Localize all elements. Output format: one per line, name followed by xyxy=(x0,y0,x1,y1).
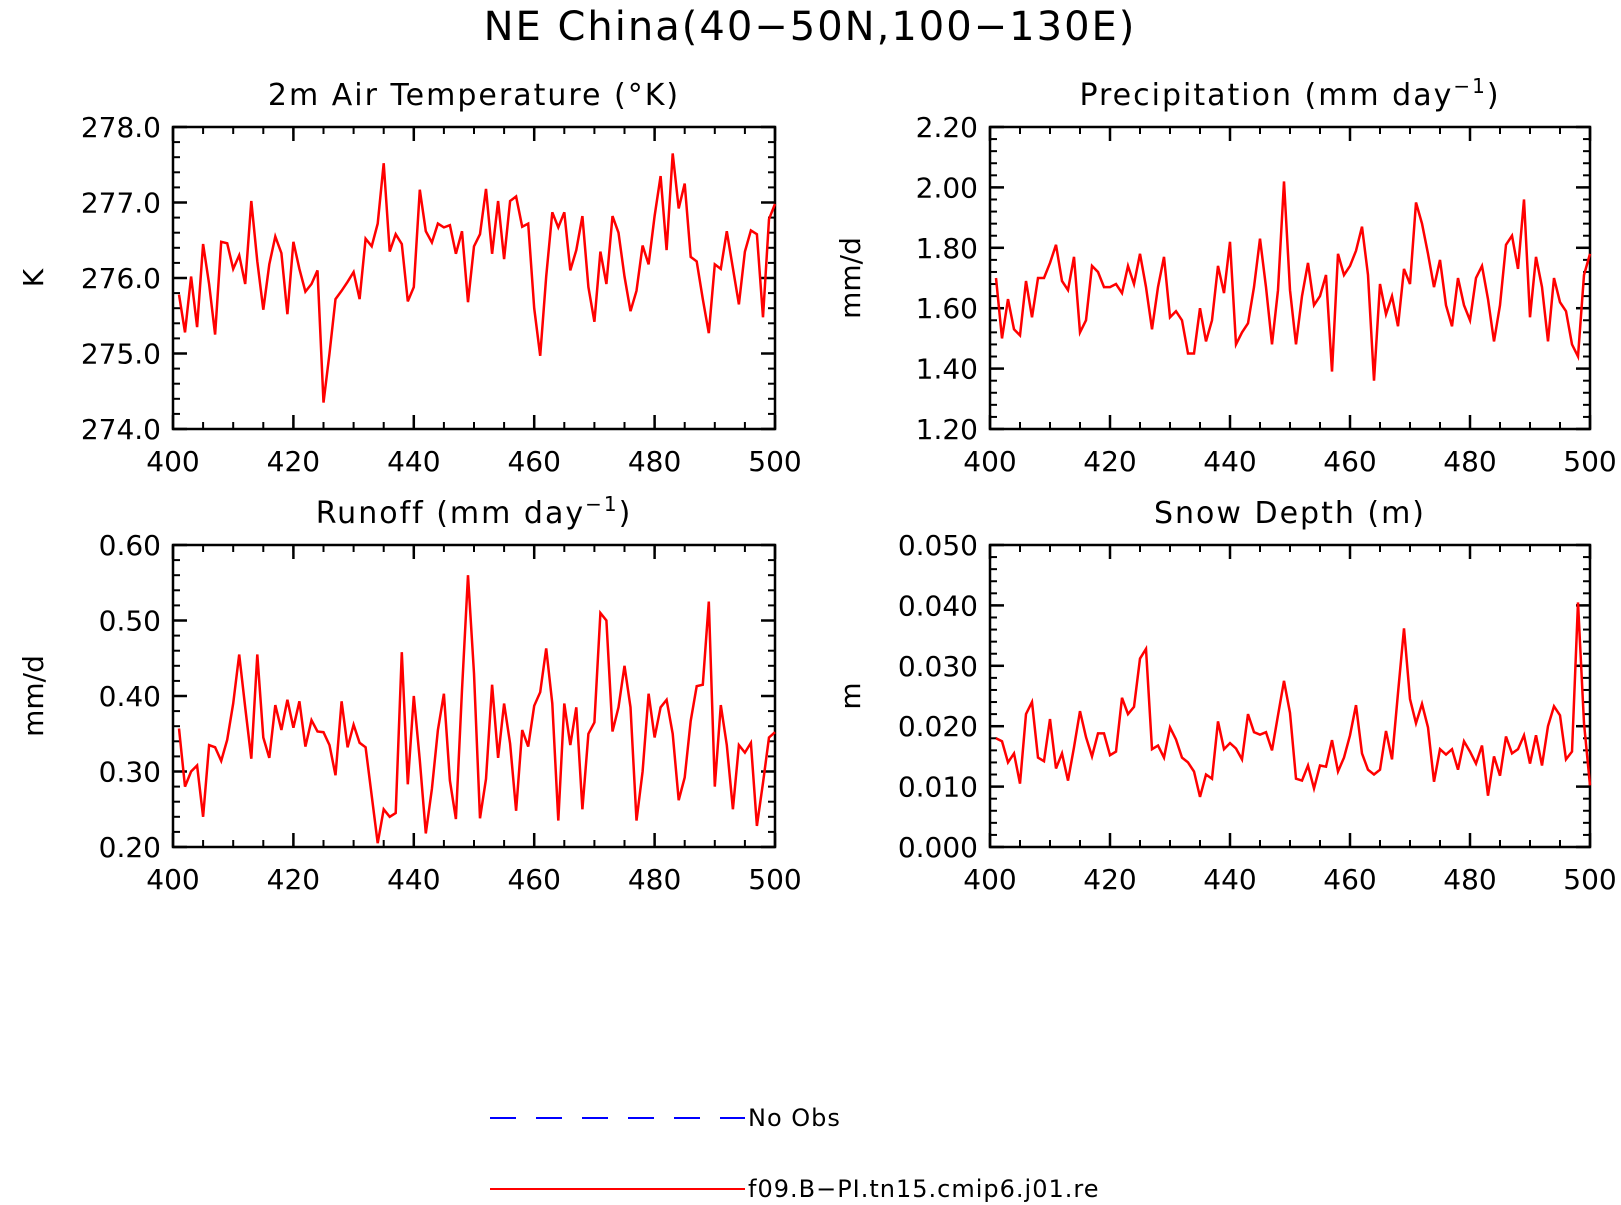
y-tick-label: 276.0 xyxy=(81,262,161,295)
x-tick-label: 400 xyxy=(963,863,1016,896)
y-tick-label: 1.60 xyxy=(916,292,978,325)
y-tick-label: 0.50 xyxy=(99,605,161,638)
y-tick-label: 1.20 xyxy=(916,413,978,446)
x-tick-label: 480 xyxy=(628,863,681,896)
y-tick-label: 278.0 xyxy=(81,111,161,144)
main-title: NE China(40−50N,100−130E) xyxy=(484,4,1137,50)
y-axis-label: K xyxy=(17,268,50,287)
plot-frame xyxy=(171,125,777,431)
y-tick-label: 275.0 xyxy=(81,338,161,371)
y-axis-label: mm/d xyxy=(834,237,867,319)
x-tick-label: 460 xyxy=(1323,445,1376,478)
y-tick-label: 0.30 xyxy=(99,756,161,789)
x-tick-label: 500 xyxy=(1563,863,1616,896)
panel-title-text-end: ) xyxy=(1487,78,1501,113)
x-tick-label: 400 xyxy=(146,863,199,896)
panel-title-text: 2m Air Temperature (°K) xyxy=(268,78,680,113)
y-tick-label: 0.020 xyxy=(898,710,978,743)
y-tick-label: 277.0 xyxy=(81,187,161,220)
series-line-precipitation xyxy=(994,181,1592,381)
x-tick-label: 420 xyxy=(267,445,320,478)
legend-obs-label: No Obs xyxy=(748,1104,841,1132)
y-tick-label: 0.040 xyxy=(898,589,978,622)
x-tick-label: 440 xyxy=(1203,445,1256,478)
panel-title-superscript: −1 xyxy=(1453,74,1486,98)
x-tick-label: 480 xyxy=(1443,445,1496,478)
y-tick-label: 0.40 xyxy=(99,680,161,713)
x-tick-label: 420 xyxy=(1083,445,1136,478)
panel-title: Runoff (mm day−1) xyxy=(316,492,633,531)
x-tick-label: 440 xyxy=(387,445,440,478)
panel-title: 2m Air Temperature (°K) xyxy=(268,78,680,113)
y-tick-label: 0.050 xyxy=(898,529,978,562)
y-axis-label: mm/d xyxy=(17,655,50,737)
plot-frame xyxy=(988,543,1592,849)
panel-title: Snow Depth (m) xyxy=(1154,496,1426,531)
x-tick-label: 460 xyxy=(507,445,560,478)
panel-title-text: Snow Depth (m) xyxy=(1154,496,1426,531)
y-tick-label: 0.030 xyxy=(898,650,978,683)
x-tick-label: 440 xyxy=(1203,863,1256,896)
x-tick-label: 500 xyxy=(1563,445,1616,478)
panel-precipitation: 400 420 440 460 480 500 1.20 1.40 1.60 1.80 2.00 2.… xyxy=(834,74,1617,478)
y-tick-label: 0.010 xyxy=(898,771,978,804)
x-tick-label: 420 xyxy=(1083,863,1136,896)
x-tick-label: 420 xyxy=(267,863,320,896)
x-tick-label: 460 xyxy=(1323,863,1376,896)
panel-title-text: Runoff (mm day xyxy=(316,496,585,531)
x-tick-label: 460 xyxy=(507,863,560,896)
y-tick-label: 274.0 xyxy=(81,413,161,446)
y-tick-label: 2.00 xyxy=(916,171,978,204)
series-line-snow-depth xyxy=(995,602,1592,798)
x-tick-label: 500 xyxy=(748,863,801,896)
x-tick-label: 480 xyxy=(628,445,681,478)
y-axis-label: m xyxy=(834,682,867,709)
x-tick-label: 400 xyxy=(963,445,1016,478)
panel-title: Precipitation (mm day−1) xyxy=(1079,74,1500,113)
panel-temperature: 400 420 440 460 480 500 274.0 275.0 276.0 277.0 27… xyxy=(17,78,802,478)
y-tick-label: 0.20 xyxy=(99,831,161,864)
y-tick-label: 0.60 xyxy=(99,529,161,562)
panel-runoff: 400 420 440 460 480 500 0.20 0.30 0.40 0.50 0.60 Ru… xyxy=(17,492,802,896)
legend-model-label: f09.B−PI.tn15.cmip6.j01.re xyxy=(748,1175,1099,1203)
panel-snow-depth: 400 420 440 460 480 500 0.000 0.010 0.020 0.030 0.… xyxy=(834,496,1617,896)
series-line-temperature xyxy=(177,153,777,403)
x-tick-label: 480 xyxy=(1443,863,1496,896)
series-line-runoff xyxy=(177,575,776,844)
y-tick-label: 1.80 xyxy=(916,232,978,265)
legend: No Obs f09.B−PI.tn15.cmip6.j01.re xyxy=(490,1104,1099,1203)
y-tick-label: 1.40 xyxy=(916,353,978,386)
y-tick-label: 2.20 xyxy=(916,111,978,144)
x-tick-label: 440 xyxy=(387,863,440,896)
panel-title-text-end: ) xyxy=(619,496,633,531)
y-tick-label: 0.000 xyxy=(898,831,978,864)
x-tick-label: 500 xyxy=(748,445,801,478)
panel-title-text: Precipitation (mm day xyxy=(1079,78,1453,113)
panels: 400 420 440 460 480 500 274.0 275.0 276.0 277.0 27… xyxy=(17,74,1617,896)
panel-title-superscript: −1 xyxy=(585,492,618,516)
x-tick-label: 400 xyxy=(146,445,199,478)
